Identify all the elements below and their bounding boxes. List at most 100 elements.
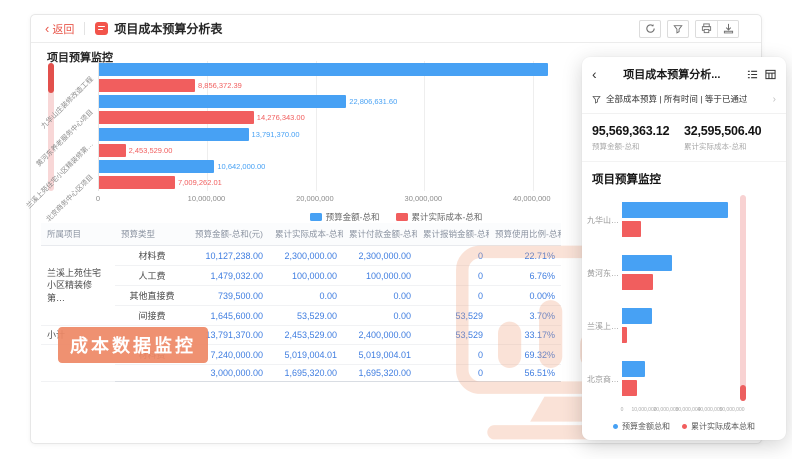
main-chart-plot: 22,806,631.60 13,791,370.00 10,642,000.00 8… <box>98 61 548 191</box>
panel-chart-scrollbar[interactable] <box>740 195 746 401</box>
value-cell: 6.76% <box>489 265 561 286</box>
window-header: ‹ 返回 项目成本预算分析表 <box>31 15 761 43</box>
panel-stats: 95,569,363.12 预算金额-总和 32,595,506.40 累计实际… <box>582 114 786 162</box>
chart-vertical-scrollbar[interactable] <box>48 63 54 191</box>
export-button[interactable] <box>717 20 738 37</box>
budget-type-cell: 材料费 <box>115 245 189 266</box>
table-view-icon[interactable] <box>765 69 776 80</box>
value-cell: 5,019,004.01 <box>269 344 343 366</box>
bar-budget <box>99 160 215 174</box>
value-cell: 0 <box>417 285 489 306</box>
value-cell: 69.32% <box>489 344 561 366</box>
category-label: 北京商… <box>587 374 619 384</box>
value-cell: 0.00 <box>343 285 417 306</box>
panel-legend: 预算金额总和 累计实际成本总和 <box>582 421 786 432</box>
legend-label: 累计实际成本-总和 <box>411 212 483 222</box>
value-cell: 100,000.00 <box>269 265 343 286</box>
column-header: 累计报销金额-总和(元) <box>417 223 489 246</box>
value-cell: 53,529 <box>417 305 489 326</box>
table-row: 兰溪上苑住宅小区精装修第… 材料费 10,127,238.00 2,300,000.0… <box>41 245 561 326</box>
back-button[interactable]: ‹ 返回 <box>45 21 74 37</box>
panel-chart-x-axis: 0 10,000,000 20,000,000 30,000,000 40,000,00… <box>620 407 777 415</box>
table-row: 人工费 1,479,032.00 100,000.00 100,000.00 0 6.76… <box>41 265 561 286</box>
axis-tick-label: 40,000,000 <box>697 407 723 413</box>
legend-swatch <box>309 213 322 221</box>
panel-filter-funnel-icon <box>592 95 601 104</box>
legend-dot-icon <box>682 424 687 429</box>
bar-budget <box>99 95 347 109</box>
value-cell: 2,300,000.00 <box>269 245 343 266</box>
value-cell: 3,000,000.00 <box>189 364 269 383</box>
bar-budget <box>622 308 653 324</box>
legend-item[interactable]: 累计实际成本-总和 <box>395 211 483 223</box>
gridline <box>207 61 209 191</box>
value-cell: 1,645,600.00 <box>189 305 269 326</box>
value-cell: 2,300,000.00 <box>343 245 417 266</box>
bar-value-label: 10,642,000.00 <box>217 162 266 172</box>
value-cell: 0 <box>417 265 489 286</box>
value-cell: 100,000.00 <box>343 265 417 286</box>
axis-tick-label: 0 <box>620 407 624 413</box>
budget-type-cell: 人工费 <box>115 265 189 286</box>
axis-tick-label: 20,000,000 <box>296 194 334 203</box>
page-title: 项目成本预算分析表 <box>114 22 223 36</box>
column-header: 预算使用比例-总和(%) <box>489 223 561 246</box>
panel-title: 项目成本预算分析... <box>623 69 721 81</box>
printer-icon <box>701 23 712 34</box>
legend-item[interactable]: 预算金额总和 <box>613 421 670 432</box>
main-chart-legend: 预算金额-总和 累计实际成本-总和 <box>31 211 761 223</box>
refresh-icon <box>645 24 655 33</box>
panel-filter-bar[interactable]: 全部成本预算 | 所有时间 | 等于已通过 › <box>582 89 786 114</box>
filter-button[interactable] <box>667 19 689 38</box>
bar-value-label: 13,791,370.00 <box>251 129 300 139</box>
chart-scrollbar-thumb[interactable] <box>48 63 54 93</box>
bar-actual <box>622 327 628 343</box>
budget-table-header: 所属项目预算类型预算金额-总和(元)累计实际成本-总和(元)累计付款金额-总和(… <box>41 223 561 246</box>
axis-tick-label: 40,000,000 <box>512 194 551 203</box>
bar-actual <box>99 111 254 125</box>
panel-section-title: 项目预算监控 <box>592 174 661 186</box>
panel-scrollbar-thumb[interactable] <box>740 385 746 401</box>
refresh-button[interactable] <box>639 19 661 38</box>
chevron-right-icon: › <box>772 93 776 105</box>
value-cell: 2,453,529.00 <box>269 325 343 346</box>
table-row: 间接费 1,645,600.00 53,529.00 0.00 53,529 3.70% <box>41 305 561 326</box>
category-label: 黄河东… <box>587 268 619 278</box>
legend-item[interactable]: 预算金额-总和 <box>309 211 380 223</box>
list-view-icon[interactable] <box>747 69 758 80</box>
gridline <box>424 61 426 191</box>
bar-budget <box>99 62 548 76</box>
bar-actual <box>622 380 638 396</box>
project-cell: 兰溪上苑住宅小区精装修第… <box>41 245 115 326</box>
bar-budget <box>622 255 673 271</box>
category-label: 兰溪上… <box>587 321 619 331</box>
gridline <box>315 61 317 191</box>
bar-value-label: 22,806,631.60 <box>349 97 398 107</box>
print-button[interactable] <box>696 20 717 37</box>
bar-budget <box>622 361 646 377</box>
filter-funnel-icon <box>673 24 683 34</box>
axis-tick-label: 10,000,000 <box>187 194 226 203</box>
bar-actual <box>99 176 175 190</box>
bar-budget <box>622 202 729 218</box>
value-cell: 5,019,004.01 <box>343 344 417 366</box>
panel-back-button[interactable]: ‹ <box>592 66 597 82</box>
column-header: 累计实际成本-总和(元) <box>269 223 343 246</box>
value-cell: 7,240,000.00 <box>189 344 269 366</box>
panel-header: ‹ 项目成本预算分析... <box>582 57 786 89</box>
bar-actual <box>99 78 196 92</box>
stat-actual-value: 32,595,506.40 <box>684 124 762 138</box>
bar-actual <box>622 274 654 290</box>
value-cell: 0 <box>417 245 489 266</box>
table-row: 3,000,000.00 1,695,320.00 1,695,320.00 0 56.… <box>41 364 561 383</box>
gridline <box>532 61 534 191</box>
value-cell: 0 <box>417 344 489 366</box>
download-icon <box>723 23 733 34</box>
header-divider <box>84 22 86 35</box>
value-cell: 33.17% <box>489 325 561 346</box>
legend-item[interactable]: 累计实际成本总和 <box>682 421 755 432</box>
stat-budget-label: 预算金额-总和 <box>592 142 640 151</box>
budget-type-cell <box>115 364 189 383</box>
category-label: 九华山… <box>587 215 619 225</box>
value-cell: 1,479,032.00 <box>189 265 269 286</box>
